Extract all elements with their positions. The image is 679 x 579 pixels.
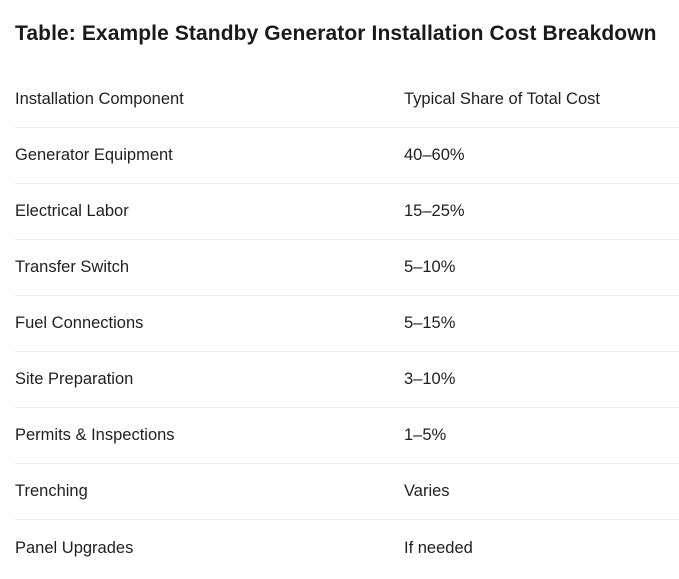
header-typical-share: Typical Share of Total Cost	[404, 90, 600, 108]
component-cell: Electrical Labor	[15, 202, 129, 220]
share-cell: 40–60%	[404, 146, 465, 164]
header-installation-component: Installation Component	[15, 90, 184, 108]
table-row: Fuel Connections 5–15%	[15, 296, 679, 352]
share-cell: 5–15%	[404, 314, 456, 332]
component-cell: Generator Equipment	[15, 146, 173, 164]
table-header-row: Installation Component Typical Share of …	[15, 72, 679, 128]
table-row: Permits & Inspections 1–5%	[15, 408, 679, 464]
table-row: Electrical Labor 15–25%	[15, 184, 679, 240]
share-cell: 1–5%	[404, 426, 447, 444]
component-cell: Site Preparation	[15, 370, 134, 388]
share-cell: 5–10%	[404, 258, 456, 276]
cost-breakdown-table: Installation Component Typical Share of …	[15, 72, 679, 576]
table-row: Panel Upgrades If needed	[15, 520, 679, 576]
component-cell: Fuel Connections	[15, 314, 144, 332]
table-row: Trenching Varies	[15, 464, 679, 520]
component-cell: Permits & Inspections	[15, 426, 175, 444]
component-cell: Transfer Switch	[15, 258, 130, 276]
share-cell: Varies	[404, 482, 450, 500]
share-cell: 15–25%	[404, 202, 465, 220]
share-cell: 3–10%	[404, 370, 456, 388]
component-cell: Panel Upgrades	[15, 538, 134, 557]
table-title: Table: Example Standby Generator Install…	[15, 22, 657, 45]
share-cell: If needed	[404, 538, 473, 557]
component-cell: Trenching	[15, 482, 88, 500]
table-row: Transfer Switch 5–10%	[15, 240, 679, 296]
table-row: Generator Equipment 40–60%	[15, 128, 679, 184]
table-row: Site Preparation 3–10%	[15, 352, 679, 408]
